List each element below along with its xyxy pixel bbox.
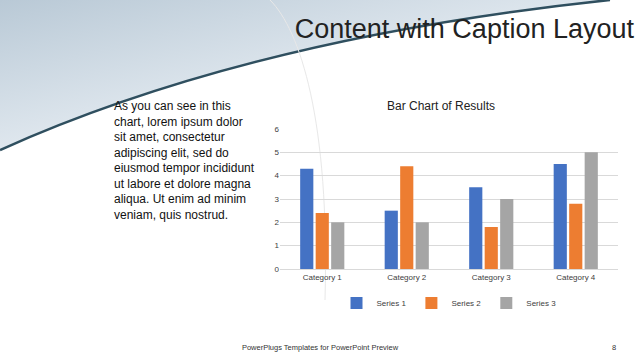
svg-text:3: 3 (275, 195, 280, 204)
html-text:As you can see in this chart,: As you can see in this chart, lorem ipsu… (114, 99, 255, 222)
html-text:PowerPlugs Templates for Power: PowerPlugs Templates for PowerPoint Prev… (241, 343, 399, 352)
svg-text:Series 1: Series 1 (377, 299, 407, 308)
svg-text:0: 0 (275, 265, 280, 274)
svg-text:Category 3: Category 3 (472, 273, 512, 282)
svg-text:5: 5 (275, 148, 280, 157)
svg-text:Series 2: Series 2 (451, 299, 481, 308)
svg-text:Category 1: Category 1 (303, 273, 343, 282)
svg-text:Bar Chart of Results: Bar Chart of Results (387, 99, 495, 113)
svg-text:Category 4: Category 4 (556, 273, 596, 282)
svg-text:4: 4 (275, 171, 280, 180)
svg-text:6: 6 (275, 125, 280, 134)
svg-text:1: 1 (275, 241, 280, 250)
svg-text:2: 2 (275, 218, 280, 227)
html-text:Content with Caption Layout: Content with Caption Layout (294, 14, 634, 44)
svg-text:Series 3: Series 3 (526, 299, 556, 308)
svg-text:Category 2: Category 2 (387, 273, 427, 282)
html-text:8: 8 (612, 343, 617, 352)
